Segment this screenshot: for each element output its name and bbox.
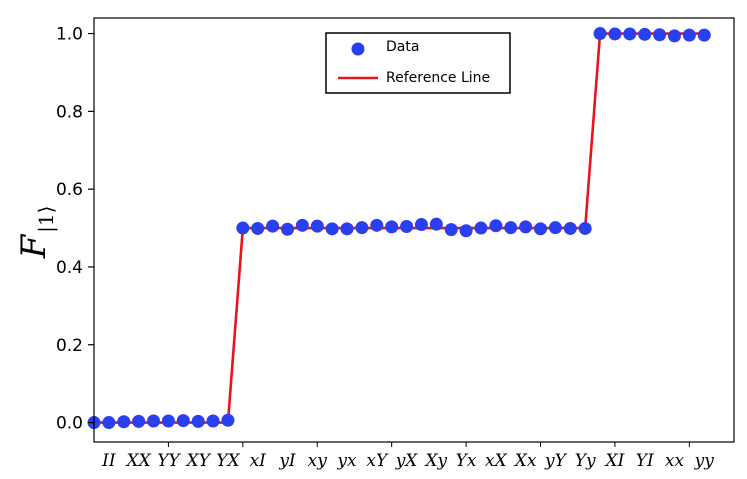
data-point (355, 221, 369, 235)
data-point (474, 221, 488, 235)
data-point (206, 414, 220, 428)
data-point (310, 219, 324, 233)
x-tick-label: YI (636, 451, 654, 471)
y-tick-label: 0.6 (56, 180, 83, 200)
data-point (251, 221, 265, 235)
data-point (176, 414, 190, 428)
data-point (697, 28, 711, 42)
y-tick-label: 0.2 (56, 336, 83, 356)
data-point (638, 27, 652, 41)
data-point (102, 416, 116, 430)
data-point (548, 221, 562, 235)
data-points-layer (87, 27, 711, 430)
legend-label-data: Data (386, 39, 419, 55)
y-axis-label-sub: |1⟩ (34, 206, 59, 233)
y-tick-label: 1.0 (56, 25, 83, 45)
data-point (429, 217, 443, 231)
data-point (340, 222, 354, 236)
y-axis-label: F|1⟩ (14, 206, 59, 260)
data-point (400, 220, 414, 233)
data-point (682, 28, 696, 42)
x-axis: II XX YY XY YX xI yI xy yx xY yX Xy Yx xX Xx yY Yy XI YI xx… (101, 442, 714, 471)
data-point (563, 221, 577, 235)
data-point (623, 27, 637, 41)
data-point (325, 222, 339, 236)
data-point (132, 414, 146, 428)
y-tick-label: 0.0 (56, 414, 83, 434)
data-point (117, 415, 131, 429)
data-point (534, 222, 548, 236)
x-tick-label: Xx (513, 451, 537, 471)
x-tick-label: Yy (575, 451, 596, 471)
data-point (161, 414, 175, 428)
y-tick-label: 0.4 (56, 258, 83, 278)
data-point (370, 218, 384, 232)
data-point (653, 28, 667, 42)
y-axis-label-main: F (14, 233, 54, 259)
x-tick-label: xI (250, 451, 267, 471)
legend-label-reference-line: Reference Line (386, 70, 490, 86)
x-tick-label: xx (665, 451, 685, 471)
data-point (385, 220, 399, 234)
x-tick-label: XY (185, 451, 212, 471)
legend: Data Reference Line (325, 32, 511, 94)
x-tick-label: xX (485, 451, 508, 471)
legend-data-marker (351, 42, 365, 56)
data-point (295, 218, 309, 232)
data-point (608, 27, 622, 41)
data-point (489, 219, 503, 233)
data-point (519, 220, 533, 234)
x-tick-label: Xy (423, 451, 447, 471)
x-tick-label: xY (366, 451, 389, 471)
data-point (414, 218, 428, 232)
data-point (236, 221, 250, 235)
data-point (444, 223, 458, 237)
plot-frame (93, 17, 735, 443)
data-point (266, 219, 280, 233)
data-point (578, 221, 592, 235)
data-point (593, 27, 607, 41)
x-tick-label: YX (216, 451, 240, 471)
x-tick-label: XX (125, 451, 152, 471)
x-tick-label: yx (336, 451, 357, 471)
data-point (459, 224, 473, 238)
data-point (504, 221, 518, 235)
data-point (147, 414, 161, 428)
data-point (667, 29, 681, 43)
x-tick-label: yX (395, 451, 419, 471)
x-tick-label: XI (604, 451, 625, 471)
y-axis: 0.0 0.2 0.4 0.6 0.8 1.0 (56, 25, 94, 434)
x-tick-label: II (101, 451, 116, 471)
x-tick-label: yY (544, 451, 568, 471)
data-point (191, 414, 205, 428)
y-tick-label: 0.8 (56, 102, 83, 122)
x-tick-label: YY (157, 451, 181, 471)
x-tick-label: Yx (456, 451, 477, 471)
data-point (221, 413, 235, 427)
x-tick-label: yI (278, 451, 296, 471)
svg-text:F|1⟩: F|1⟩ (14, 206, 59, 260)
x-tick-label: xy (308, 451, 328, 471)
data-point (280, 222, 294, 236)
x-tick-label: yy (694, 451, 715, 471)
